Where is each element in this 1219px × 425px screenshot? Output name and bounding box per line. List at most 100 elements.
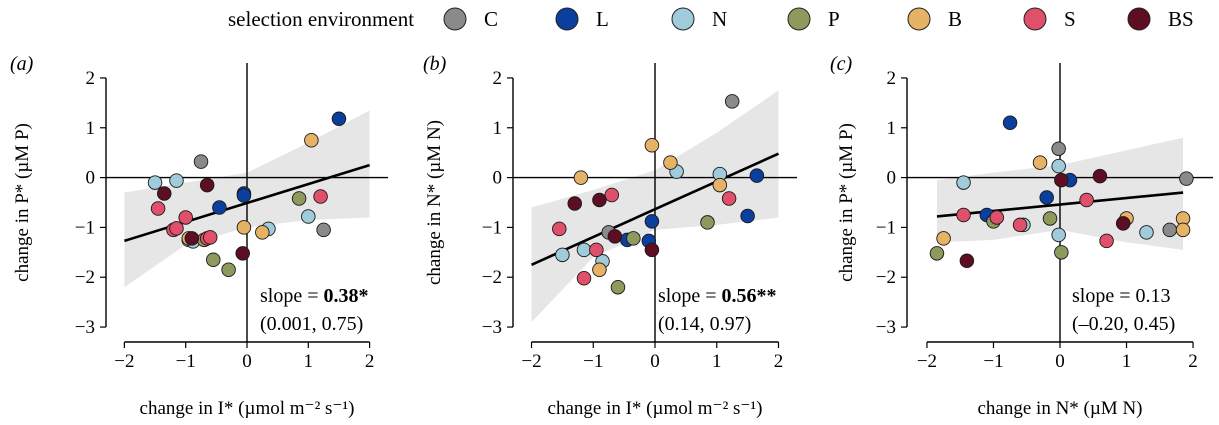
legend-label: BS [1168, 7, 1194, 31]
legend-label: N [712, 7, 727, 31]
data-point-b [304, 132, 319, 148]
data-point-bs [567, 196, 582, 211]
slope-annotation: slope = 0.13 [1072, 285, 1171, 307]
confidence-interval: (0.14, 0.97) [658, 313, 751, 335]
y-tick-label: 2 [493, 68, 503, 89]
y-tick-label: −3 [482, 317, 502, 338]
data-point-bs [1115, 216, 1131, 231]
data-point-bs [959, 253, 975, 269]
data-point-b [663, 155, 678, 170]
y-tick-label: −1 [876, 217, 896, 238]
data-point-bs [592, 192, 607, 208]
data-point-s [989, 210, 1005, 225]
data-point-p [929, 246, 945, 261]
y-tick-label: 0 [493, 168, 503, 189]
x-axis-label: change in I* (µmol m⁻² s⁻¹) [140, 398, 355, 419]
legend-label: P [828, 7, 840, 31]
data-point-s [604, 187, 620, 203]
data-point-c [316, 222, 331, 238]
legend-item-n: N [671, 7, 727, 31]
data-point-n [956, 175, 971, 190]
data-point-bs [607, 229, 623, 244]
data-point-s [589, 242, 604, 258]
panel-c: 2 1 0 −1 −2 −3 −2 −1 0 1 2 change in N* (µM N) chang… [830, 53, 1213, 419]
data-point-b [255, 225, 270, 240]
legend-title: selection environment [228, 7, 414, 31]
x-tick-label: 1 [304, 351, 314, 372]
data-point-l [1002, 115, 1018, 131]
x-tick-label: 1 [712, 351, 722, 372]
data-point-n [1139, 225, 1154, 240]
legend-marker [1023, 7, 1047, 31]
data-point-s [552, 221, 567, 237]
data-point-bs [1054, 172, 1069, 188]
slope-label: slope = [1072, 285, 1136, 307]
legend-label: S [1064, 7, 1076, 31]
y-axis-label: change in P* (µM P) [12, 123, 33, 282]
y-tick-label: 2 [887, 68, 897, 89]
legend-item-b: B [907, 7, 962, 31]
data-point-bs [1092, 168, 1108, 184]
data-point-b [644, 137, 660, 153]
x-tick-label: 0 [1055, 351, 1065, 372]
data-point-s [1079, 192, 1094, 208]
legend-item-l: L [555, 7, 609, 31]
data-point-l [236, 188, 252, 203]
data-point-l [212, 200, 227, 215]
x-tick-label: −1 [583, 351, 603, 372]
data-point-n [301, 209, 316, 224]
x-axis-label: change in I* (µmol m⁻² s⁻¹) [548, 398, 763, 419]
x-tick-label: −2 [521, 351, 541, 372]
data-point-bs [644, 242, 660, 258]
data-point-bs [184, 231, 200, 246]
data-point-p [610, 279, 626, 295]
panels: 2 1 0 −1 −2 −3 −2 −1 0 1 2 change in I* (µmol m⁻² s… [10, 53, 1213, 419]
panel-b: 2 1 0 −1 −2 −3 −2 −1 0 1 2 change in I* (µmol m⁻² s… [423, 53, 797, 419]
legend-item-c: C [443, 7, 498, 31]
x-tick-label: −1 [983, 351, 1003, 372]
data-point-s [178, 210, 193, 225]
x-tick-label: −2 [114, 351, 134, 372]
legend-marker [1127, 7, 1151, 31]
x-tick-label: 2 [365, 351, 375, 372]
data-point-b [936, 231, 951, 246]
data-point-b [1175, 222, 1191, 238]
slope-annotation: slope = 0.38* [260, 285, 369, 307]
legend-marker [555, 7, 579, 31]
y-tick-label: −2 [482, 267, 502, 288]
panel-label: (b) [423, 53, 447, 75]
data-point-b [712, 177, 728, 193]
regression-line [530, 152, 780, 266]
data-point-n [576, 242, 592, 258]
data-point-l [740, 208, 755, 224]
legend-label: B [948, 7, 962, 31]
legend-label: L [596, 7, 609, 31]
data-point-p [291, 191, 307, 206]
data-point-s [150, 201, 166, 216]
x-tick-label: 0 [650, 351, 660, 372]
slope-label: slope = [260, 285, 324, 307]
confidence-interval: (–0.20, 0.45) [1072, 313, 1175, 335]
regression-line [124, 163, 370, 243]
data-point-b [236, 220, 252, 235]
data-point-b [1032, 155, 1048, 170]
x-tick-label: 1 [1122, 351, 1132, 372]
data-point-n [1051, 158, 1066, 174]
data-point-p [700, 215, 715, 230]
y-axis-label: change in N* (µM N) [424, 120, 445, 285]
data-point-p [1054, 245, 1069, 260]
data-point-c [193, 154, 209, 169]
slope-value: 0.13 [1136, 285, 1171, 307]
data-point-s [313, 189, 328, 204]
x-tick-label: −1 [176, 351, 196, 372]
legend-marker [787, 7, 811, 31]
x-tick-label: 0 [242, 351, 252, 372]
data-point-l [644, 214, 660, 229]
data-point-bs [235, 246, 250, 261]
data-point-n [1051, 227, 1066, 243]
data-point-c [1051, 141, 1066, 156]
panel-label: (c) [830, 53, 853, 75]
data-point-n [147, 175, 163, 190]
y-tick-label: −2 [876, 267, 896, 288]
